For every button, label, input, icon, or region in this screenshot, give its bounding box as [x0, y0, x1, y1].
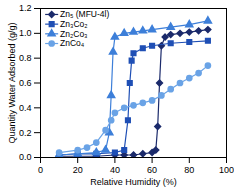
- svg-text:0.0: 0.0: [19, 152, 32, 162]
- svg-text:Zn₅ (MFU-4l): Zn₅ (MFU-4l): [60, 9, 109, 19]
- svg-text:Relative Humidity (%): Relative Humidity (%): [90, 177, 177, 187]
- svg-text:100: 100: [219, 165, 234, 175]
- svg-text:1.0: 1.0: [19, 28, 32, 38]
- svg-text:Zn₂Co₃: Zn₂Co₃: [60, 29, 88, 39]
- svg-text:0.4: 0.4: [19, 103, 32, 113]
- svg-text:ZnCo₄: ZnCo₄: [60, 38, 85, 48]
- svg-text:40: 40: [110, 165, 120, 175]
- svg-text:60: 60: [147, 165, 157, 175]
- svg-text:0.2: 0.2: [19, 128, 32, 138]
- svg-text:80: 80: [184, 165, 194, 175]
- svg-text:0.6: 0.6: [19, 78, 32, 88]
- svg-text:1.2: 1.2: [19, 3, 32, 13]
- svg-text:20: 20: [73, 165, 83, 175]
- svg-text:Quantity Water Adsorbed (g/g): Quantity Water Adsorbed (g/g): [7, 22, 17, 143]
- svg-text:0.8: 0.8: [19, 53, 32, 63]
- svg-text:0: 0: [38, 165, 43, 175]
- svg-text:Zn₃Co₂: Zn₃Co₂: [60, 19, 88, 29]
